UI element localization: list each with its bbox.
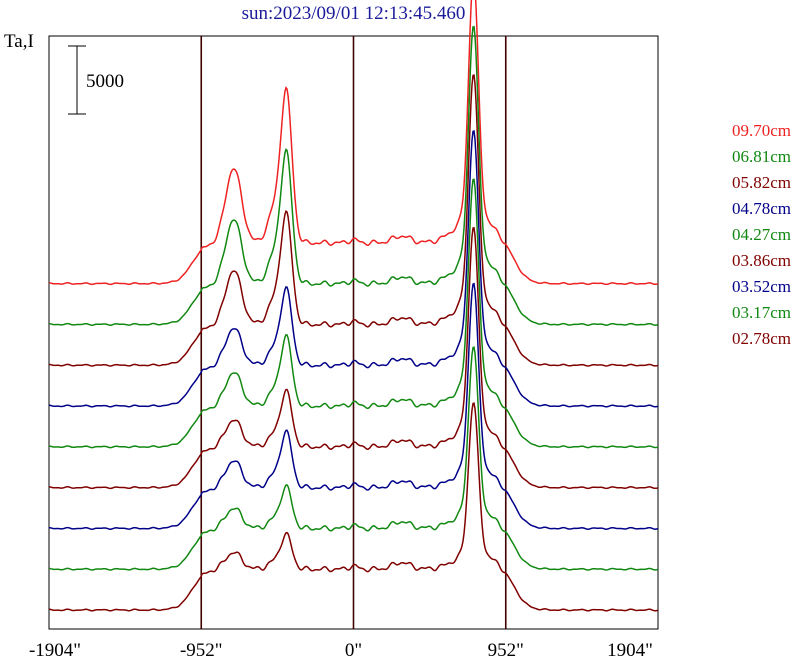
legend-item: 05.82cm	[732, 173, 792, 192]
x-tick-label: -952"	[180, 640, 223, 661]
series-line	[49, 0, 659, 286]
legend-item: 09.70cm	[732, 121, 792, 140]
legend-item: 03.17cm	[732, 303, 792, 322]
x-tick-labels: -1904" -952" 0" 952" 1904"	[29, 640, 653, 661]
series-line	[49, 226, 659, 490]
legend-item: 06.81cm	[732, 147, 792, 166]
x-tick-label: -1904"	[29, 640, 81, 661]
series-line	[49, 25, 659, 326]
solar-disk-lines	[200, 36, 507, 629]
series-line	[49, 129, 659, 408]
series-group	[49, 0, 659, 612]
series-line	[49, 346, 659, 571]
legend-item: 04.27cm	[732, 225, 792, 244]
x-tick-label: 1904"	[607, 640, 653, 661]
scale-bar: 5000	[68, 45, 124, 115]
x-tick-label: 952"	[488, 640, 524, 661]
legend-item: 03.52cm	[732, 277, 792, 296]
scale-bar-label: 5000	[86, 71, 124, 92]
x-tick-label: 0"	[345, 640, 362, 661]
legend-item: 02.78cm	[732, 329, 792, 348]
legend-item: 03.86cm	[732, 251, 792, 270]
y-axis-label: Ta,I	[4, 31, 34, 52]
series-line	[49, 402, 659, 612]
series-line	[49, 178, 659, 449]
chart-title: sun:2023/09/01 12:13:45.460	[241, 3, 466, 24]
legend: 09.70cm 06.81cm 05.82cm 04.78cm 04.27cm 03.86…	[732, 118, 791, 352]
series-line	[49, 74, 659, 367]
legend-item: 04.78cm	[732, 199, 792, 218]
series-line	[49, 282, 659, 530]
